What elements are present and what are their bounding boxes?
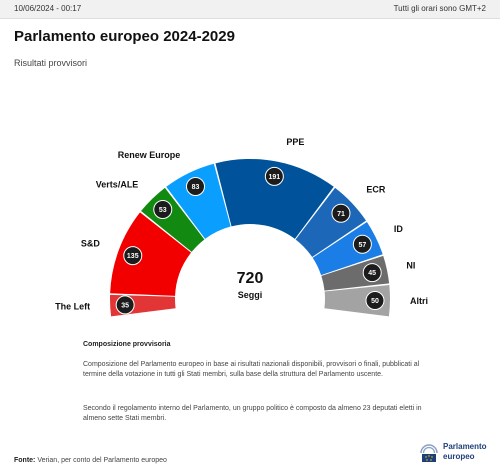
party-label-the-left: The Left — [55, 302, 90, 312]
parliament-logo-icon — [420, 444, 438, 462]
chart-subtitle: Risultati provvisori — [14, 58, 88, 68]
notes-paragraph-1: Composizione del Parlamento europeo in b… — [83, 361, 420, 378]
source-text: Verian, per conto del Parlamento europeo — [37, 457, 167, 464]
party-label-ppe: PPE — [286, 137, 304, 147]
seat-value-ni: 45 — [368, 270, 376, 277]
seat-badge-id — [352, 234, 372, 254]
seat-value-verts-ale: 53 — [159, 207, 167, 214]
labels-group: The Left S&D Verts/ALE Renew Europe PPE ECR ID… — [55, 137, 428, 312]
seat-value-s-d: 135 — [127, 253, 139, 260]
seat-badge-altri — [365, 290, 385, 310]
seat-value-ecr: 71 — [337, 211, 345, 218]
seat-badge-renew-europe — [185, 177, 205, 197]
seat-badge-s-d — [123, 246, 143, 266]
party-label-altri: Altri — [410, 296, 428, 306]
party-label-ni: NI — [406, 260, 415, 270]
source-line: Fonte: Verian, per conto del Parlamento … — [14, 457, 167, 464]
logo-line-2: europeo — [443, 452, 475, 461]
timestamp: 10/06/2024 - 00:17 — [14, 4, 82, 13]
seat-badge-verts-ale — [153, 199, 173, 219]
party-label-ecr: ECR — [366, 184, 386, 194]
party-label-s-d: S&D — [81, 238, 101, 248]
segment-ppe — [215, 158, 334, 239]
seat-badge-the-left — [115, 295, 135, 315]
seat-value-renew-europe: 83 — [192, 184, 200, 191]
notes-heading: Composizione provvisoria — [83, 341, 171, 348]
center-total-value: 720 — [237, 270, 264, 287]
seat-badge-ecr — [331, 203, 351, 223]
parliament-chart: 35 135 53 83 191 71 57 45 50 The Left S&D Verts/AL… — [55, 137, 428, 317]
logo-line-1: Parlamento — [443, 442, 487, 451]
segment-s-d — [110, 212, 192, 296]
chart-title: Parlamento europeo 2024-2029 — [14, 28, 235, 45]
party-label-verts-ale: Verts/ALE — [96, 179, 139, 189]
seat-value-ppe: 191 — [269, 174, 281, 181]
notes-paragraph-2: Secondo il regolamento interno del Parla… — [83, 405, 422, 422]
seat-value-the-left: 35 — [121, 303, 129, 310]
top-bar: 10/06/2024 - 00:17 Tutti gli orari sono … — [0, 0, 500, 19]
source-label: Fonte: — [14, 457, 36, 464]
seat-value-altri: 50 — [371, 298, 379, 305]
center-total-label: Seggi — [238, 290, 263, 300]
seat-value-id: 57 — [358, 242, 366, 249]
european-parliament-logo: Parlamento europeo — [418, 439, 498, 465]
segment-renew-europe — [166, 163, 231, 239]
seat-badge-ni — [362, 263, 382, 283]
timezone-note: Tutti gli orari sono GMT+2 — [393, 4, 486, 13]
markers-group: 35 135 53 83 191 71 57 45 50 — [115, 166, 385, 315]
party-label-renew-europe: Renew Europe — [118, 150, 181, 160]
seat-badge-ppe — [264, 166, 284, 186]
party-label-id: ID — [394, 224, 404, 234]
segment-ecr — [295, 187, 367, 258]
